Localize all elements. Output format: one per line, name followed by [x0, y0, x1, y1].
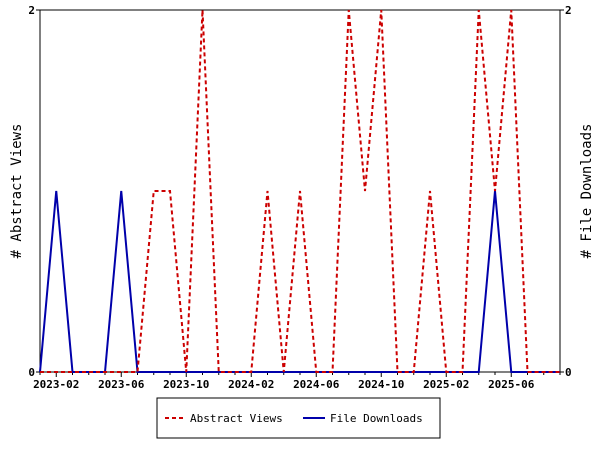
x-tick-label: 2025-06 [488, 378, 535, 391]
y-tick-label-left: 2 [28, 4, 35, 17]
x-ticks: 2023-02 2023-06 2023-10 2024-02 2024-06 2024-… [33, 372, 561, 391]
y-tick-label-right: 0 [565, 366, 572, 379]
series-line-file-downloads [39, 190, 560, 373]
y-tick-label-left: 0 [28, 366, 35, 379]
legend-label-abstract-views: Abstract Views [190, 412, 283, 425]
y-axis-title-left: # Abstract Views [9, 124, 25, 259]
x-tick-label: 2024-02 [228, 378, 274, 391]
x-tick-label: 2025-02 [423, 378, 469, 391]
y-ticks-right: 02 [560, 4, 572, 379]
legend-label-file-downloads: File Downloads [330, 412, 423, 425]
x-tick-label: 2023-02 [33, 378, 79, 391]
x-tick-label: 2024-10 [358, 378, 404, 391]
legend-box [156, 397, 441, 439]
x-tick-label: 2023-10 [163, 378, 209, 391]
x-tick-label: 2024-06 [293, 378, 340, 391]
series-line-abstract-views [40, 9, 560, 373]
y-ticks-left: 02 [28, 4, 40, 379]
series-layer [39, 9, 560, 373]
y-tick-label-right: 2 [565, 4, 572, 17]
y-axis-title-right: # File Downloads [579, 124, 595, 259]
x-tick-label: 2023-06 [98, 378, 145, 391]
legend: Abstract Views File Downloads [156, 397, 441, 439]
